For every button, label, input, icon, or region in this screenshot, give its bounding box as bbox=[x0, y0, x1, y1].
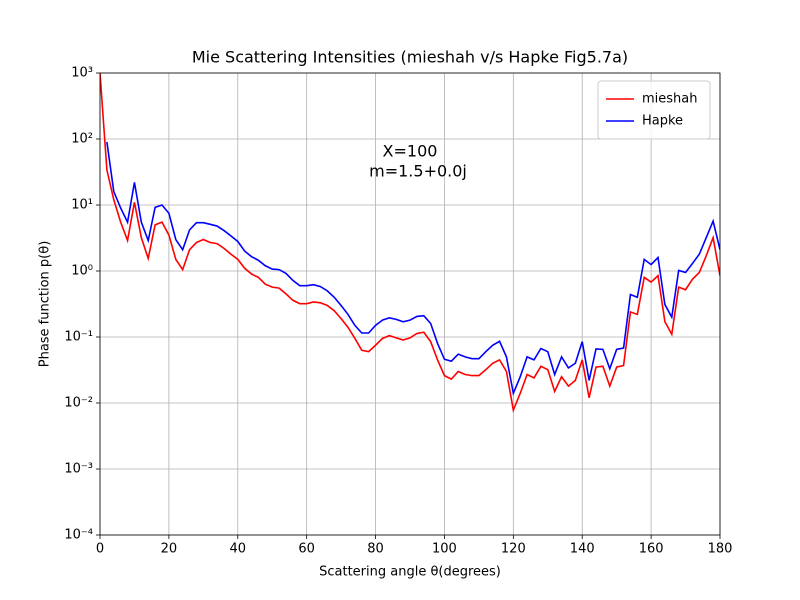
axes-frame bbox=[99, 72, 721, 536]
y-tick-label: 10² bbox=[71, 132, 93, 147]
y-tick-label: 10⁰ bbox=[71, 264, 93, 279]
x-tick-label: 20 bbox=[161, 542, 178, 557]
y-tick-label: 10⁻⁴ bbox=[64, 528, 93, 543]
x-tick-label: 40 bbox=[230, 542, 247, 557]
x-tick-label: 0 bbox=[96, 542, 104, 557]
legend-label: Hapke bbox=[642, 114, 683, 129]
y-axis-label: Phase function p(θ) bbox=[38, 241, 53, 368]
x-tick-label: 120 bbox=[501, 542, 526, 557]
x-tick-label: 60 bbox=[298, 542, 315, 557]
series-line bbox=[100, 73, 720, 413]
y-tick-label: 10⁻² bbox=[64, 396, 93, 411]
annotation: m=1.5+0.0j bbox=[369, 162, 467, 181]
x-tick-label: 100 bbox=[432, 542, 457, 557]
x-tick-label: 160 bbox=[639, 542, 664, 557]
plot-area bbox=[100, 73, 720, 413]
y-tick-label: 10³ bbox=[71, 66, 93, 81]
legend-label: mieshah bbox=[642, 92, 698, 107]
x-axis-label: Scattering angle θ(degrees) bbox=[319, 565, 501, 580]
series-line bbox=[106, 141, 720, 397]
y-tick-label: 10¹ bbox=[71, 198, 93, 213]
y-tick-label: 10⁻¹ bbox=[64, 330, 93, 345]
chart-title: Mie Scattering Intensities (mieshah v/s … bbox=[192, 48, 628, 67]
legend-box bbox=[597, 80, 711, 140]
x-tick-label: 80 bbox=[367, 542, 384, 557]
x-tick-label: 180 bbox=[708, 542, 733, 557]
legend: mieshah Hapke bbox=[597, 80, 711, 140]
x-tick-label: 140 bbox=[570, 542, 595, 557]
annotation: X=100 bbox=[383, 142, 438, 161]
y-tick-label: 10⁻³ bbox=[64, 462, 93, 477]
